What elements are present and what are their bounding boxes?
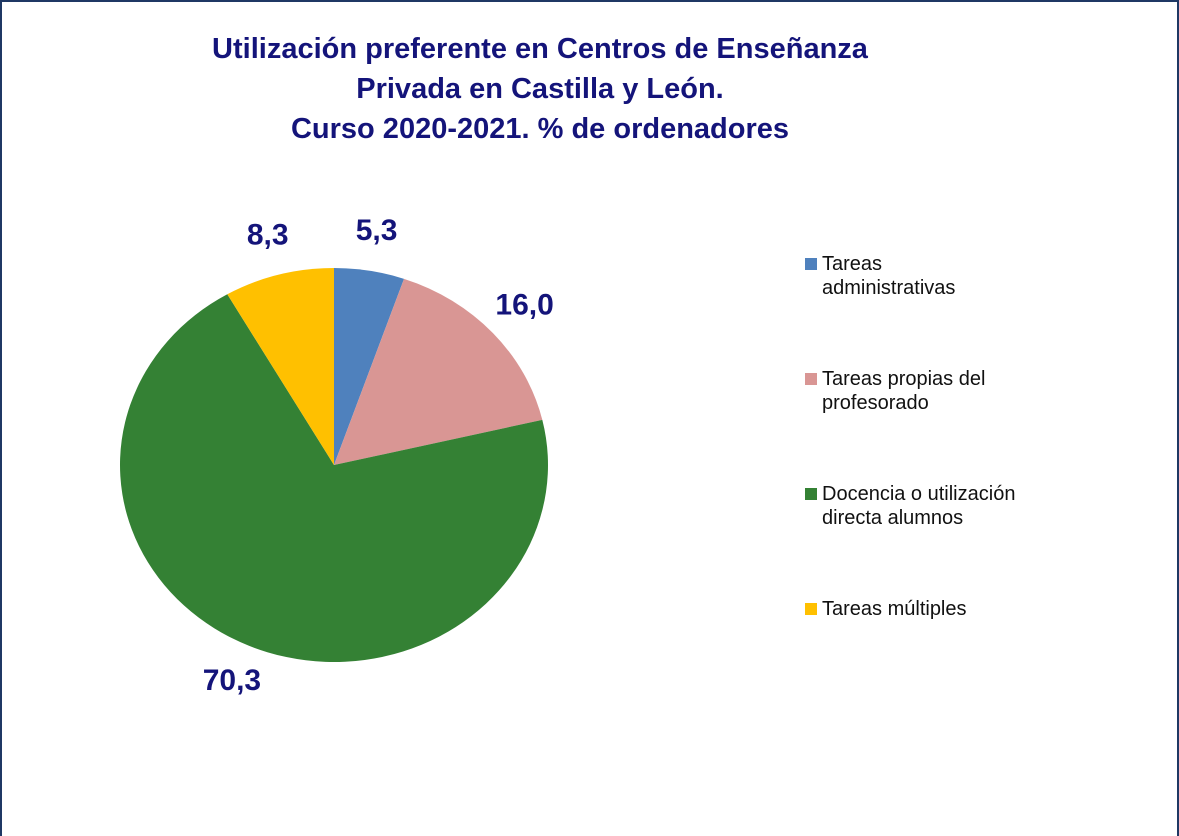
value-label: 16,0 [495,289,553,322]
legend-swatch [805,603,817,615]
value-label: 8,3 [247,219,289,252]
legend-label: Tareas múltiples [822,598,967,620]
chart-title: Curso 2020-2021. % de ordenadores [291,113,789,145]
pie-slice [120,294,549,662]
legend-item: Docencia o utilización directa alumnos [805,482,1020,530]
value-label: 70,3 [203,664,261,697]
chart-title: Utilización preferente en Centros de Ens… [212,33,869,65]
legend-label: Tareas propias del profesorado [822,368,986,414]
pie-slice [227,268,334,465]
legend-swatch [805,488,817,500]
pie-slice [334,268,405,465]
legend-item: Tareas múltiples [805,597,1020,621]
legend-item: Tareas administrativas [805,252,1020,300]
chart-title: Privada en Castilla y León. [356,73,723,105]
legend-label: Docencia o utilización directa alumnos [822,483,1016,529]
pie-slice [334,278,543,465]
legend-swatch [805,258,817,270]
legend-label: Tareas administrativas [822,253,956,299]
legend-swatch [805,373,817,385]
legend-item: Tareas propias del profesorado [805,367,1020,415]
value-label: 5,3 [356,214,398,247]
